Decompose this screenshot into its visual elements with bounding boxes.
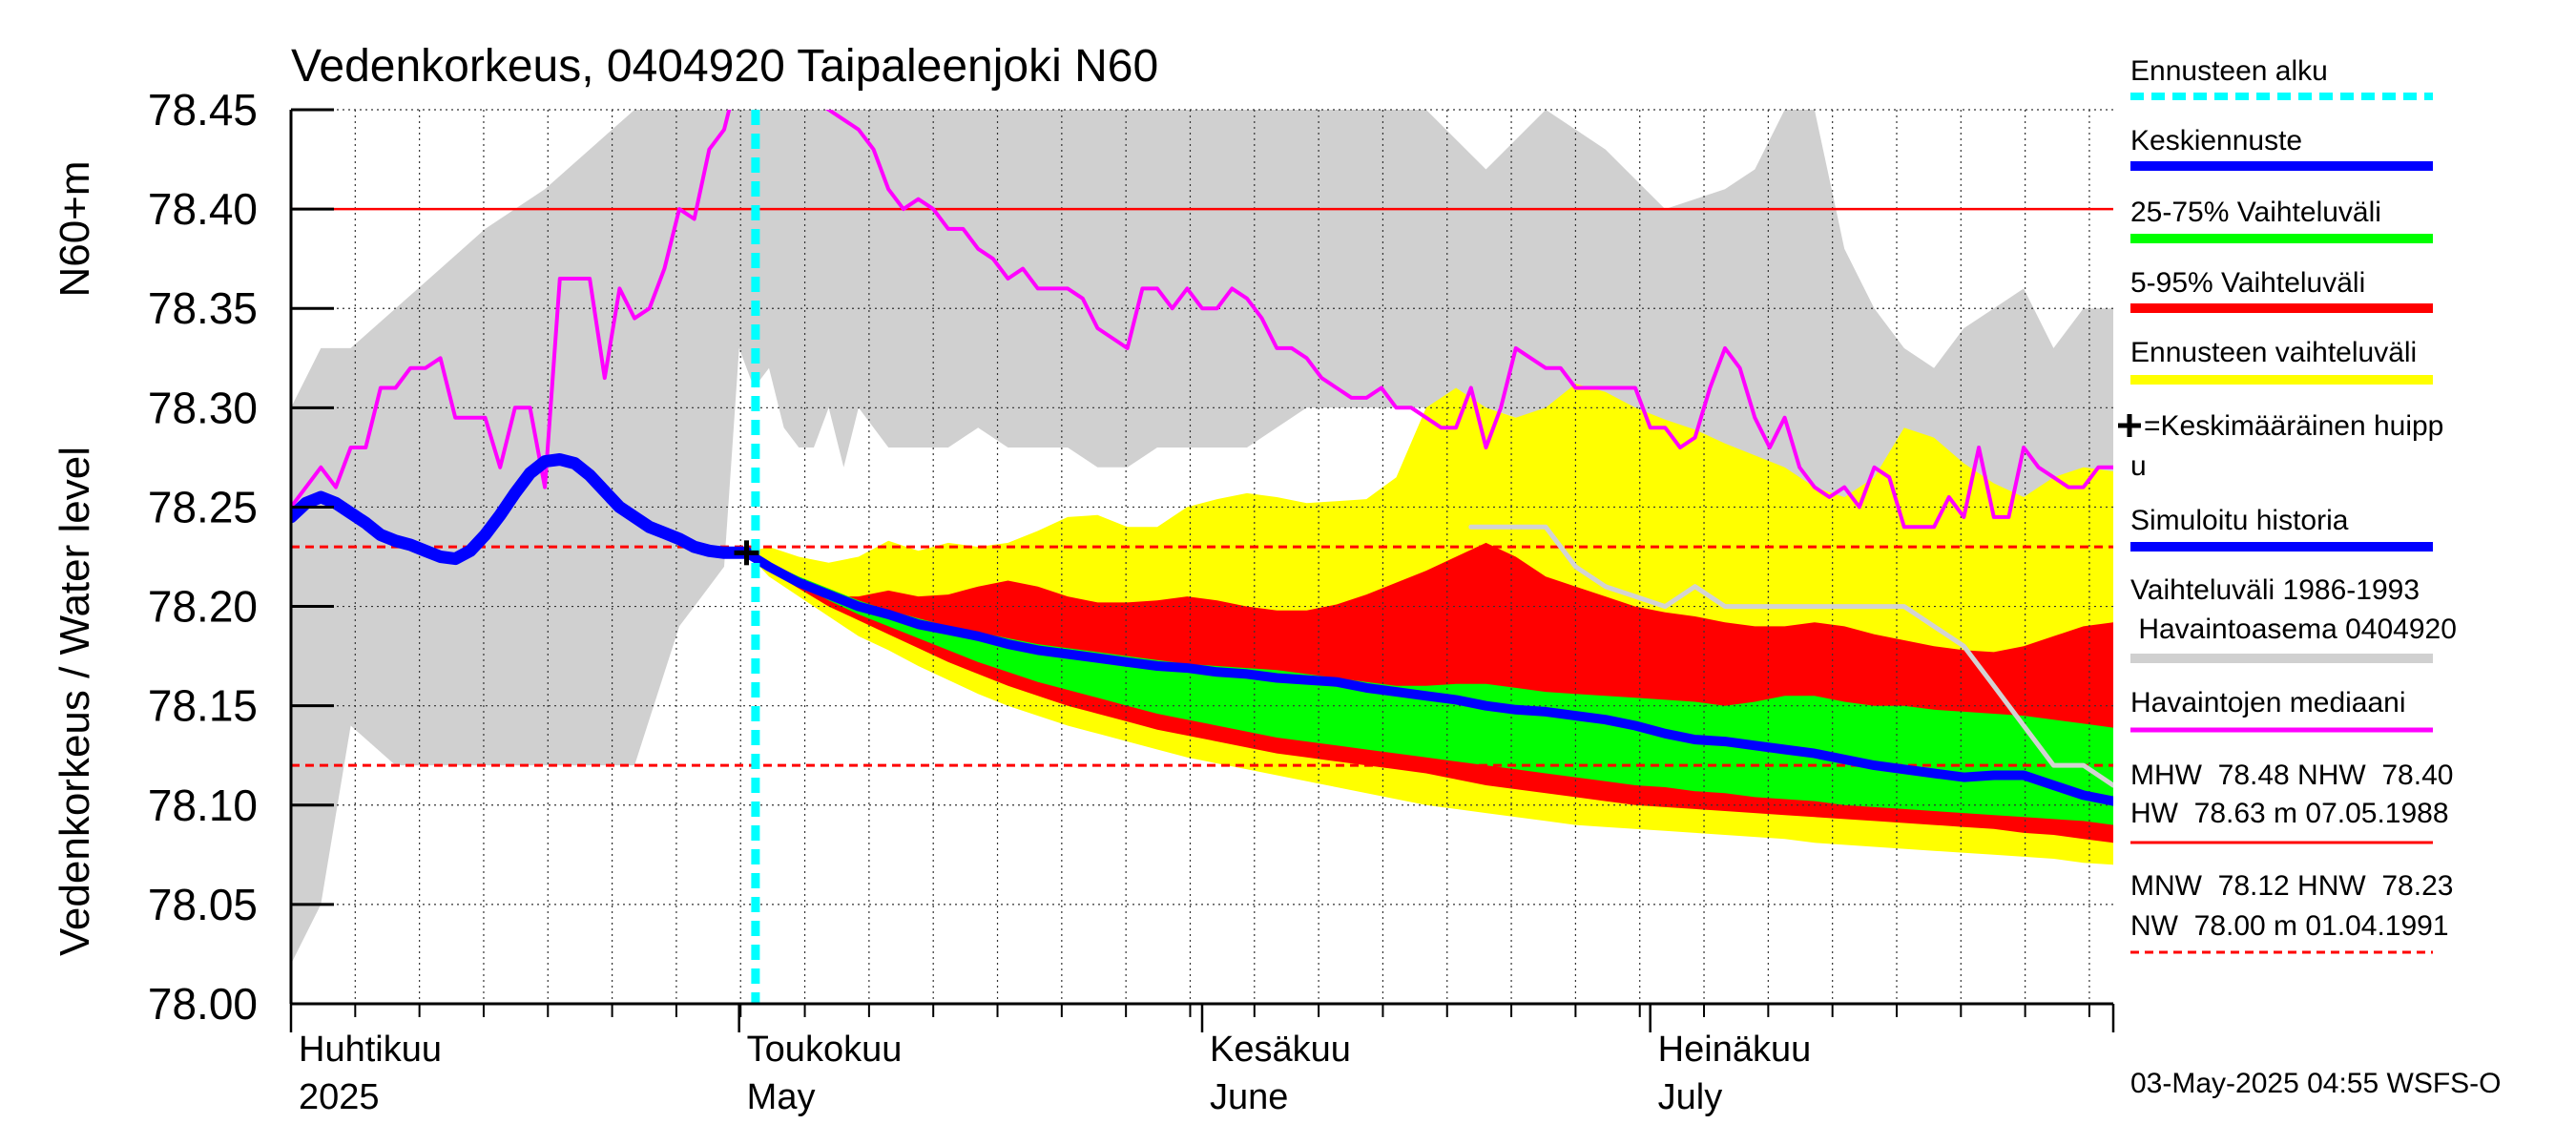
legend-stats-high-line1: MHW 78.48 NHW 78.40 bbox=[2130, 760, 2453, 791]
legend-25-75-label: 25-75% Vaihteluväli bbox=[2130, 197, 2381, 228]
y-tick-label: 78.20 bbox=[148, 582, 258, 632]
legend: Ennusteen alku Keskiennuste 25-75% Vaiht… bbox=[2118, 55, 2457, 954]
footer-timestamp: 03-May-2025 04:55 WSFS-O bbox=[2130, 1068, 2502, 1099]
month-label-fi: Kesäkuu bbox=[1210, 1030, 1351, 1070]
legend-havaintoasema-label: Havaintoasema 0404920 bbox=[2130, 614, 2457, 645]
plot-axes bbox=[289, 108, 2115, 1032]
y-tick-label: 78.25 bbox=[148, 482, 258, 531]
legend-stats-low-line2: NW 78.00 m 01.04.1991 bbox=[2130, 910, 2449, 942]
simulated-history-line bbox=[291, 453, 753, 566]
plot-bands bbox=[291, 110, 2113, 965]
y-tick-label: 78.30 bbox=[148, 383, 258, 432]
y-tick-label: 78.45 bbox=[148, 85, 258, 135]
legend-mediaani-label: Havaintojen mediaani bbox=[2130, 687, 2406, 718]
month-label-fi: Toukokuu bbox=[747, 1030, 903, 1070]
legend-5-95-label: 5-95% Vaihteluväli bbox=[2130, 267, 2365, 299]
month-label-fi: Heinäkuu bbox=[1658, 1030, 1812, 1070]
y-axis-unit-label: N60+m bbox=[52, 160, 98, 297]
y-tick-label: 78.05 bbox=[148, 880, 258, 929]
mean-forecast-line bbox=[741, 548, 2113, 806]
legend-keskim-huippu-label-cont: u bbox=[2130, 450, 2147, 482]
observation-median-line bbox=[291, 110, 2113, 530]
month-label-fi: Huhtikuu bbox=[299, 1030, 442, 1070]
y-tick-label: 78.15 bbox=[148, 681, 258, 731]
band-vaihteluv-li-1986-1993-havaintoasema-0404920 bbox=[291, 110, 2113, 965]
legend-vaihteluvali-label: Vaihteluväli 1986-1993 bbox=[2130, 574, 2420, 606]
legend-stats-low-line1: MNW 78.12 HNW 78.23 bbox=[2130, 870, 2453, 902]
legend-keskiennuste-label: Keskiennuste bbox=[2130, 125, 2302, 156]
legend-stats-high-line2: HW 78.63 m 07.05.1988 bbox=[2130, 798, 2449, 829]
legend-ennusteen-alku-label: Ennusteen alku bbox=[2130, 55, 2328, 87]
light-gray-line bbox=[1468, 524, 2113, 788]
legend-simuloitu-label: Simuloitu historia bbox=[2130, 505, 2349, 536]
y-tick-labels: 78.00 78.05 78.10 78.15 78.20 78.25 78.30 78.35… bbox=[148, 85, 258, 1029]
y-tick-label: 78.35 bbox=[148, 283, 258, 333]
month-label-en: July bbox=[1658, 1077, 1723, 1117]
y-tick-label: 78.10 bbox=[148, 781, 258, 830]
month-labels: Huhtikuu 2025 Toukokuu May Kesäkuu June Heinäk… bbox=[299, 1030, 1811, 1117]
month-label-en: May bbox=[747, 1077, 816, 1117]
y-axis-label: Vedenkorkeus / Water level bbox=[52, 447, 98, 956]
chart-title: Vedenkorkeus, 0404920 Taipaleenjoki N60 bbox=[291, 41, 1158, 92]
band-25-75-vaihteluv-li bbox=[746, 552, 2113, 825]
legend-peak-marker-icon bbox=[2118, 414, 2141, 437]
plot-lines bbox=[291, 110, 2113, 1004]
month-label-en: June bbox=[1210, 1077, 1288, 1117]
legend-ennusteen-vaihteluvali-label: Ennusteen vaihteluväli bbox=[2130, 337, 2417, 368]
legend-keskim-huippu-label: =Keskimääräinen huipp bbox=[2144, 410, 2443, 442]
y-tick-label: 78.00 bbox=[148, 979, 258, 1029]
y-tick-label: 78.40 bbox=[148, 184, 258, 234]
month-label-en: 2025 bbox=[299, 1077, 380, 1117]
